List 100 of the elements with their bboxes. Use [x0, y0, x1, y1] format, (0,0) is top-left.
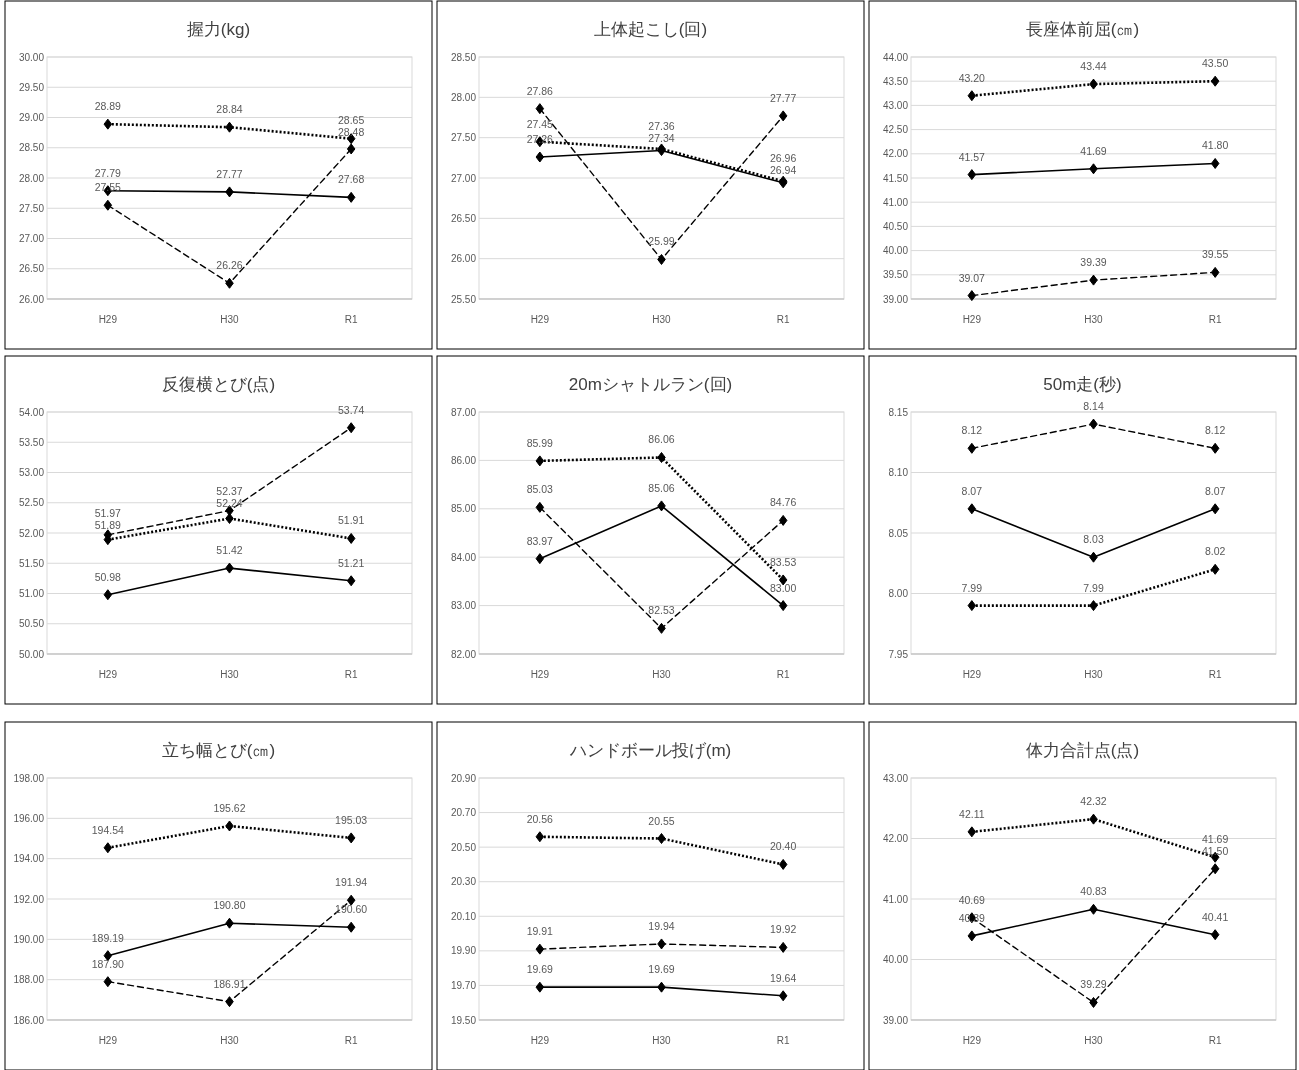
y-tick-label: 43.50: [882, 75, 909, 87]
data-label: 8.12: [1204, 424, 1226, 437]
data-label: 86.06: [648, 433, 675, 446]
data-label: 53.74: [338, 403, 365, 416]
data-label: 83.00: [770, 581, 797, 594]
point: [967, 600, 977, 612]
data-label: 27.86: [526, 84, 553, 97]
y-tick-label: 26.00: [450, 253, 477, 265]
data-label: 27.36: [648, 119, 675, 132]
y-tick-label: 196.00: [13, 812, 45, 824]
point: [346, 921, 356, 933]
x-tick-label: R1: [776, 1035, 790, 1046]
point: [778, 514, 788, 526]
point: [103, 589, 113, 601]
data-label: 26.94: [770, 164, 797, 177]
chart-title: 握力(kg): [186, 20, 251, 39]
x-tick-label: R1: [1208, 669, 1222, 680]
y-tick-label: 188.00: [13, 974, 45, 986]
data-label: 195.03: [335, 813, 368, 826]
data-label: 19.69: [526, 963, 553, 976]
y-tick-label: 20.30: [450, 876, 477, 888]
y-tick-label: 50.00: [18, 648, 45, 660]
y-tick-label: 85.00: [450, 503, 477, 515]
point: [657, 981, 666, 993]
data-label: 52.37: [216, 484, 243, 497]
point: [225, 186, 234, 198]
x-tick-label: H30: [1084, 669, 1104, 680]
data-label: 52.24: [216, 496, 243, 509]
point: [1210, 157, 1220, 169]
data-label: 42.32: [1080, 795, 1107, 808]
point: [346, 191, 356, 203]
x-tick-label: R1: [344, 669, 358, 680]
data-label: 195.62: [213, 802, 246, 814]
y-tick-label: 27.00: [450, 172, 477, 184]
point: [967, 442, 977, 454]
data-label: 39.39: [1080, 256, 1107, 269]
y-tick-label: 192.00: [13, 893, 45, 905]
point: [346, 575, 356, 587]
data-label: 28.84: [216, 103, 243, 116]
x-tick-label: H30: [220, 314, 240, 325]
x-tick-label: H30: [1084, 1035, 1104, 1046]
point: [967, 826, 977, 838]
data-label: 40.83: [1080, 885, 1107, 898]
y-tick-label: 28.50: [450, 51, 477, 63]
y-tick-label: 40.00: [882, 954, 909, 965]
x-tick-label: H29: [98, 314, 118, 325]
data-label: 85.06: [648, 481, 675, 494]
point: [778, 990, 788, 1002]
y-tick-label: 52.50: [18, 497, 45, 509]
data-label: 43.20: [958, 71, 985, 84]
point: [1089, 600, 1098, 612]
point: [1089, 274, 1098, 286]
point: [1089, 163, 1098, 175]
point: [225, 820, 234, 832]
data-label: 39.07: [958, 271, 985, 284]
data-label: 85.03: [526, 483, 553, 496]
y-tick-label: 27.00: [18, 233, 45, 244]
point: [1210, 266, 1220, 278]
point: [967, 169, 977, 181]
y-tick-label: 19.90: [450, 945, 477, 957]
point: [225, 121, 234, 133]
y-tick-label: 40.50: [882, 220, 909, 232]
data-label: 51.89: [94, 519, 121, 532]
x-tick-label: R1: [1208, 314, 1222, 325]
point: [535, 981, 545, 993]
data-label: 27.77: [770, 91, 797, 104]
data-label: 8.12: [961, 424, 983, 437]
data-label: 190.60: [335, 903, 368, 916]
data-label: 28.48: [338, 125, 365, 138]
x-tick-label: H29: [962, 669, 982, 680]
data-label: 27.34: [648, 131, 675, 144]
x-tick-label: H29: [98, 1035, 118, 1046]
data-label: 20.55: [648, 814, 675, 827]
y-tick-label: 41.00: [882, 196, 909, 208]
y-tick-label: 8.15: [888, 406, 909, 418]
y-tick-label: 43.00: [882, 99, 909, 111]
point: [657, 253, 666, 265]
data-label: 8.03: [1083, 533, 1104, 546]
y-tick-label: 41.00: [882, 893, 909, 905]
point: [778, 941, 788, 953]
data-label: 20.56: [526, 812, 553, 825]
point: [1089, 551, 1098, 563]
y-tick-label: 198.00: [13, 772, 45, 784]
x-tick-label: H30: [652, 314, 672, 325]
data-label: 39.29: [1080, 978, 1107, 991]
y-tick-label: 186.00: [13, 1014, 45, 1026]
point: [535, 831, 545, 843]
point: [657, 452, 666, 463]
y-tick-label: 27.50: [18, 202, 45, 214]
y-tick-label: 86.00: [450, 454, 477, 466]
data-label: 40.69: [958, 893, 985, 906]
point: [967, 290, 977, 302]
x-tick-label: R1: [776, 669, 790, 680]
x-tick-label: H29: [962, 314, 982, 325]
y-tick-label: 50.50: [18, 618, 45, 630]
point: [1210, 75, 1220, 87]
data-label: 7.99: [961, 581, 983, 594]
data-label: 19.91: [526, 925, 553, 938]
x-tick-label: H29: [530, 1035, 550, 1046]
data-label: 189.19: [91, 931, 124, 944]
